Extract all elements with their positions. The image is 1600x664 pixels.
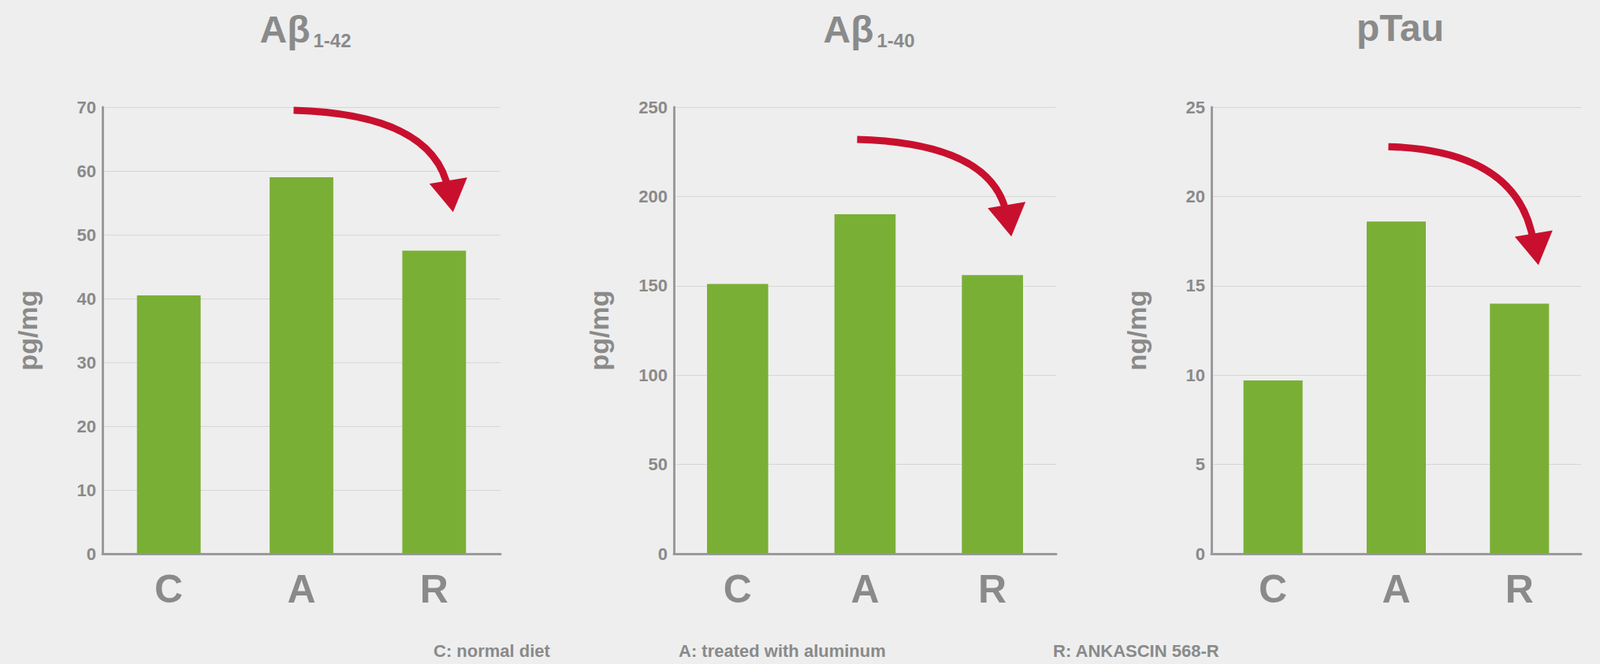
- svg-text:1-42: 1-42: [312, 29, 351, 52]
- svg-text:40: 40: [77, 289, 97, 309]
- svg-text:Aβ: Aβ: [822, 8, 874, 51]
- svg-text:200: 200: [638, 186, 668, 207]
- svg-text:10: 10: [1186, 365, 1206, 386]
- svg-text:150: 150: [638, 275, 668, 296]
- svg-text:70: 70: [77, 97, 97, 118]
- svg-text:20: 20: [77, 416, 97, 437]
- svg-text:R: ANKASCIN 568-R: R: ANKASCIN 568-R: [1053, 641, 1220, 662]
- svg-text:C: normal diet: C: normal diet: [433, 641, 551, 662]
- svg-text:15: 15: [1186, 275, 1206, 296]
- svg-text:A: treated with aluminum: A: treated with aluminum: [678, 641, 886, 662]
- svg-text:20: 20: [1186, 186, 1206, 207]
- svg-text:C: C: [1258, 567, 1288, 612]
- svg-text:5: 5: [1195, 454, 1206, 475]
- svg-text:1-40: 1-40: [876, 29, 915, 52]
- svg-text:60: 60: [77, 161, 97, 182]
- svg-text:30: 30: [77, 353, 97, 373]
- svg-text:0: 0: [658, 544, 668, 565]
- svg-text:0: 0: [86, 544, 97, 565]
- svg-text:A: A: [1381, 567, 1411, 612]
- svg-text:Aβ: Aβ: [259, 8, 310, 51]
- svg-text:250: 250: [638, 97, 668, 118]
- svg-text:100: 100: [638, 365, 668, 386]
- svg-text:50: 50: [648, 454, 668, 475]
- svg-text:25: 25: [1186, 97, 1206, 118]
- svg-text:R: R: [420, 567, 449, 612]
- svg-text:10: 10: [77, 480, 97, 501]
- svg-text:A: A: [850, 567, 879, 612]
- svg-text:C: C: [154, 567, 183, 612]
- svg-text:pg/mg: pg/mg: [584, 290, 614, 372]
- svg-text:C: C: [723, 567, 752, 612]
- svg-text:pg/mg: pg/mg: [12, 290, 43, 372]
- svg-text:R: R: [978, 567, 1007, 612]
- svg-text:0: 0: [1195, 544, 1206, 565]
- svg-text:R: R: [1505, 567, 1534, 612]
- svg-text:A: A: [286, 567, 316, 612]
- svg-text:pTau: pTau: [1356, 7, 1444, 49]
- svg-text:ng/mg: ng/mg: [1121, 290, 1152, 372]
- svg-text:50: 50: [77, 225, 97, 246]
